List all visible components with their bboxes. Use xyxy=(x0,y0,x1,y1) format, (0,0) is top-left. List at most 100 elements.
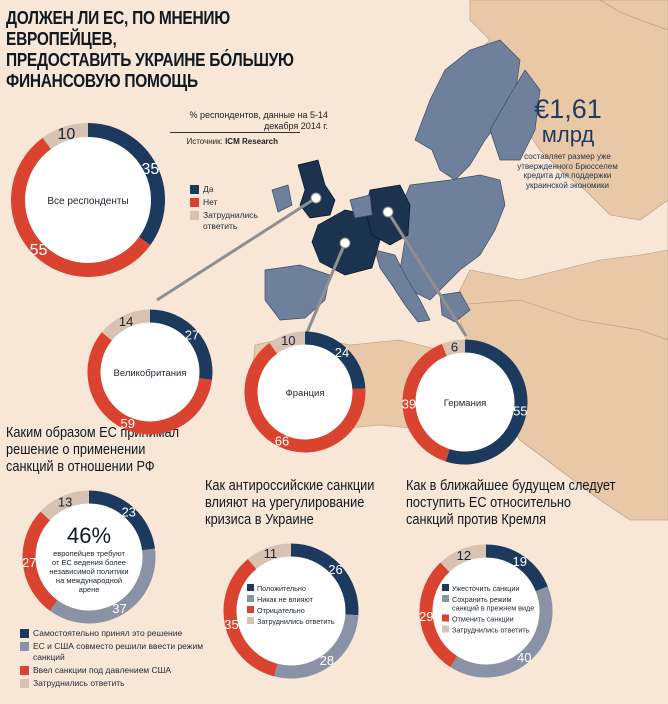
legend-label: Затруднились ответить xyxy=(33,678,125,688)
donut-hole xyxy=(236,556,346,666)
legend-swatch xyxy=(247,617,254,624)
source-name: ICM Research xyxy=(225,137,278,146)
benelux xyxy=(349,194,373,219)
legend-swatch xyxy=(190,211,199,220)
legend-label: Положительно xyxy=(257,584,306,593)
donut-hole xyxy=(432,557,540,665)
inner-legend-legend_q3: Положительно Никак не влияют Отрицательно З… xyxy=(247,584,335,626)
donut-segment xyxy=(101,309,151,341)
donut-value-label: 35 xyxy=(224,617,238,632)
legend-swatch xyxy=(20,642,29,651)
legend-swatch xyxy=(20,679,29,688)
legend-swatch xyxy=(442,584,449,591)
legend-item: Да xyxy=(190,184,270,195)
donut-value-label: 55 xyxy=(30,242,48,259)
donut-value-label: 12 xyxy=(457,548,471,563)
main-legend: Да Нет Затруднились ответить xyxy=(190,184,270,234)
question-sanctions-effect: Как антироссийские санкции влияют на уре… xyxy=(205,478,375,528)
legend-item: Затруднились ответить xyxy=(190,210,270,232)
donut-segment xyxy=(223,558,278,677)
donut-segment xyxy=(269,331,306,354)
loan-unit: млрд xyxy=(541,122,595,147)
donut-de: 55 39 6 Германия xyxy=(402,339,528,465)
donut-hole xyxy=(35,503,143,611)
legend-label: Нет xyxy=(203,197,218,207)
donut-value-label: 66 xyxy=(275,433,289,448)
donut-value-label: 24 xyxy=(335,345,349,360)
donut-q3: 26 28 35 11 xyxy=(223,543,359,679)
donut-value-label: 55 xyxy=(513,403,527,418)
iberia xyxy=(264,264,331,321)
donut-value-label: 14 xyxy=(119,314,133,329)
donut-hole xyxy=(100,322,200,422)
donut-segment xyxy=(274,614,359,679)
donut-hole xyxy=(257,344,353,440)
uk-marker xyxy=(310,192,322,204)
donut-segment xyxy=(87,332,213,435)
legend-label: Затруднились ответить xyxy=(203,210,258,231)
donut-segment xyxy=(11,137,151,277)
arctic-land xyxy=(599,0,668,31)
donut-value-label: 26 xyxy=(328,562,342,577)
legend-swatch xyxy=(247,584,254,591)
donut-segment xyxy=(87,123,165,246)
donut-value-label: 23 xyxy=(121,505,135,520)
legend-label: ЕС и США совместо решили ввести режим са… xyxy=(33,641,204,662)
france-marker xyxy=(339,237,351,249)
donut-center-label: Все респонденты xyxy=(47,196,128,207)
source-label: Источник: xyxy=(186,137,223,146)
loan-amount: €1,61 xyxy=(534,94,602,124)
legend-swatch xyxy=(442,614,449,622)
donut-uk: 27 59 14 Великобритания xyxy=(87,309,213,435)
inner-legend-legend_q4: Ужесточить санкции Сохранить режим санкций… xyxy=(442,584,534,635)
legend-item: ЕС и США совместо решили ввести режим са… xyxy=(20,641,230,663)
legend-label: Сохранить режим санкций в прежнем виде xyxy=(452,595,534,613)
center-percentage: 46% xyxy=(67,523,111,548)
donut-q4: 19 40 29 12 xyxy=(419,544,553,678)
donut-value-label: 6 xyxy=(451,340,458,355)
legend-label: Затруднились ответить xyxy=(452,626,530,635)
legend-label: Отрицательно xyxy=(257,606,305,615)
legend-swatch xyxy=(20,666,29,675)
legend-swatch xyxy=(20,629,29,638)
donut-segment xyxy=(304,331,366,390)
donut-segment xyxy=(22,511,58,611)
legend-label: Ужесточить санкции xyxy=(452,584,519,593)
donut-value-label: 11 xyxy=(264,546,278,561)
donut-center-label: Германия xyxy=(444,398,487,409)
legend-label: Никак не влияют xyxy=(257,595,314,604)
donut-value-label: 27 xyxy=(22,555,36,570)
eastern-eu xyxy=(399,174,506,301)
donut-segment xyxy=(440,544,487,573)
donut-segment xyxy=(247,543,292,570)
legend-label: Да xyxy=(203,184,214,194)
donut-segment xyxy=(441,339,466,357)
donut-value-label: 29 xyxy=(419,609,433,624)
ireland xyxy=(271,184,293,213)
respondents-note: % респондентов, данные на 5-14 декабря 2… xyxy=(189,110,328,131)
donut-value-label: 37 xyxy=(112,601,126,616)
greece xyxy=(439,291,471,323)
italy xyxy=(374,249,431,323)
donut-hole xyxy=(415,352,515,452)
donut-value-label: 10 xyxy=(57,126,75,143)
loan-description: составляет размер уже утвержденного Брюс… xyxy=(517,152,618,190)
divider xyxy=(170,132,300,133)
donut-value-label: 13 xyxy=(58,494,72,509)
main-title: ДОЛЖЕН ЛИ ЕС, ПО МНЕНИЮ ЕВРОПЕЙЦЕВ, ПРЕД… xyxy=(6,8,294,91)
donut-all: 35 55 10 Все респонденты xyxy=(11,123,165,277)
legend-label: Отменить санкции xyxy=(452,615,514,624)
legend-item: Нет xyxy=(190,197,270,208)
donut-value-label: 39 xyxy=(402,396,416,411)
donut-value-label: 59 xyxy=(121,416,135,431)
donut-value-label: 10 xyxy=(281,333,295,348)
connector-lines xyxy=(156,196,468,343)
donut-segment xyxy=(49,548,156,624)
legend-label: Самостоятельно принял это решение xyxy=(33,628,183,638)
donut-segment xyxy=(88,490,155,551)
donut-fr: 24 66 10 Франция xyxy=(244,331,366,453)
legend-swatch xyxy=(442,595,449,602)
legend-item: Ввел санкции под давлением США xyxy=(20,665,230,676)
donut-center-label: Франция xyxy=(286,388,325,399)
